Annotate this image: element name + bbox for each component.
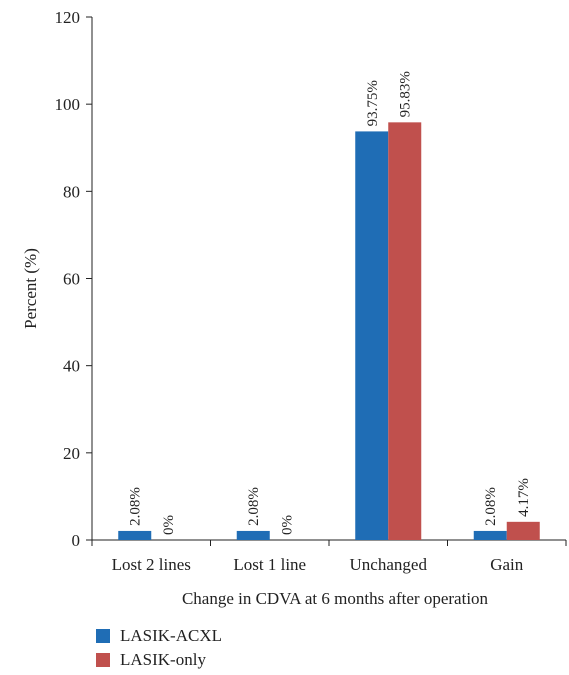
y-tick-label: 0 — [72, 531, 81, 550]
data-label: 0% — [279, 515, 295, 535]
y-axis: 0 20 40 60 80 100 120 — [55, 8, 93, 550]
bar — [473, 530, 507, 540]
y-tick-label: 20 — [63, 444, 80, 463]
x-axis-title: Change in CDVA at 6 months after operati… — [182, 589, 489, 608]
x-tick-label: Lost 1 line — [233, 555, 306, 574]
legend-swatch — [96, 629, 110, 643]
bar — [118, 530, 152, 540]
data-label: 2.08% — [128, 487, 144, 526]
data-label: 95.83% — [398, 71, 414, 117]
x-axis: Lost 2 lines Lost 1 line Unchanged Gain — [91, 539, 567, 574]
legend-label: LASIK-only — [120, 650, 206, 669]
data-label: 93.75% — [365, 80, 381, 126]
x-tick-label: Gain — [490, 555, 524, 574]
bar — [388, 122, 422, 541]
legend-label: LASIK-ACXL — [120, 626, 222, 645]
bar — [236, 530, 270, 540]
bar — [506, 521, 540, 540]
legend-swatch — [96, 653, 110, 667]
data-label: 2.08% — [483, 487, 499, 526]
bars — [118, 122, 540, 541]
legend: LASIK-ACXL LASIK-only — [96, 624, 222, 672]
y-tick-label: 40 — [63, 357, 80, 376]
data-label: 2.08% — [246, 487, 262, 526]
y-tick-label: 120 — [55, 8, 81, 27]
y-tick-label: 100 — [55, 95, 81, 114]
x-tick-label: Lost 2 lines — [112, 555, 191, 574]
y-tick-label: 80 — [63, 182, 80, 201]
x-tick-label: Unchanged — [350, 555, 428, 574]
legend-item-lasik-acxl: LASIK-ACXL — [96, 624, 222, 648]
data-labels: 2.08% 2.08% 93.75% 2.08% 0% 0% 95.83% 4.17% — [128, 71, 533, 535]
y-axis-title: Percent (%) — [21, 248, 40, 329]
legend-item-lasik-only: LASIK-only — [96, 648, 222, 672]
bar-chart: 0 20 40 60 80 100 120 Lost 2 lines Lost 1 line U… — [21, 8, 567, 608]
y-tick-label: 60 — [63, 270, 80, 289]
bar — [355, 131, 389, 540]
data-label: 4.17% — [516, 478, 532, 517]
data-label: 0% — [161, 515, 177, 535]
